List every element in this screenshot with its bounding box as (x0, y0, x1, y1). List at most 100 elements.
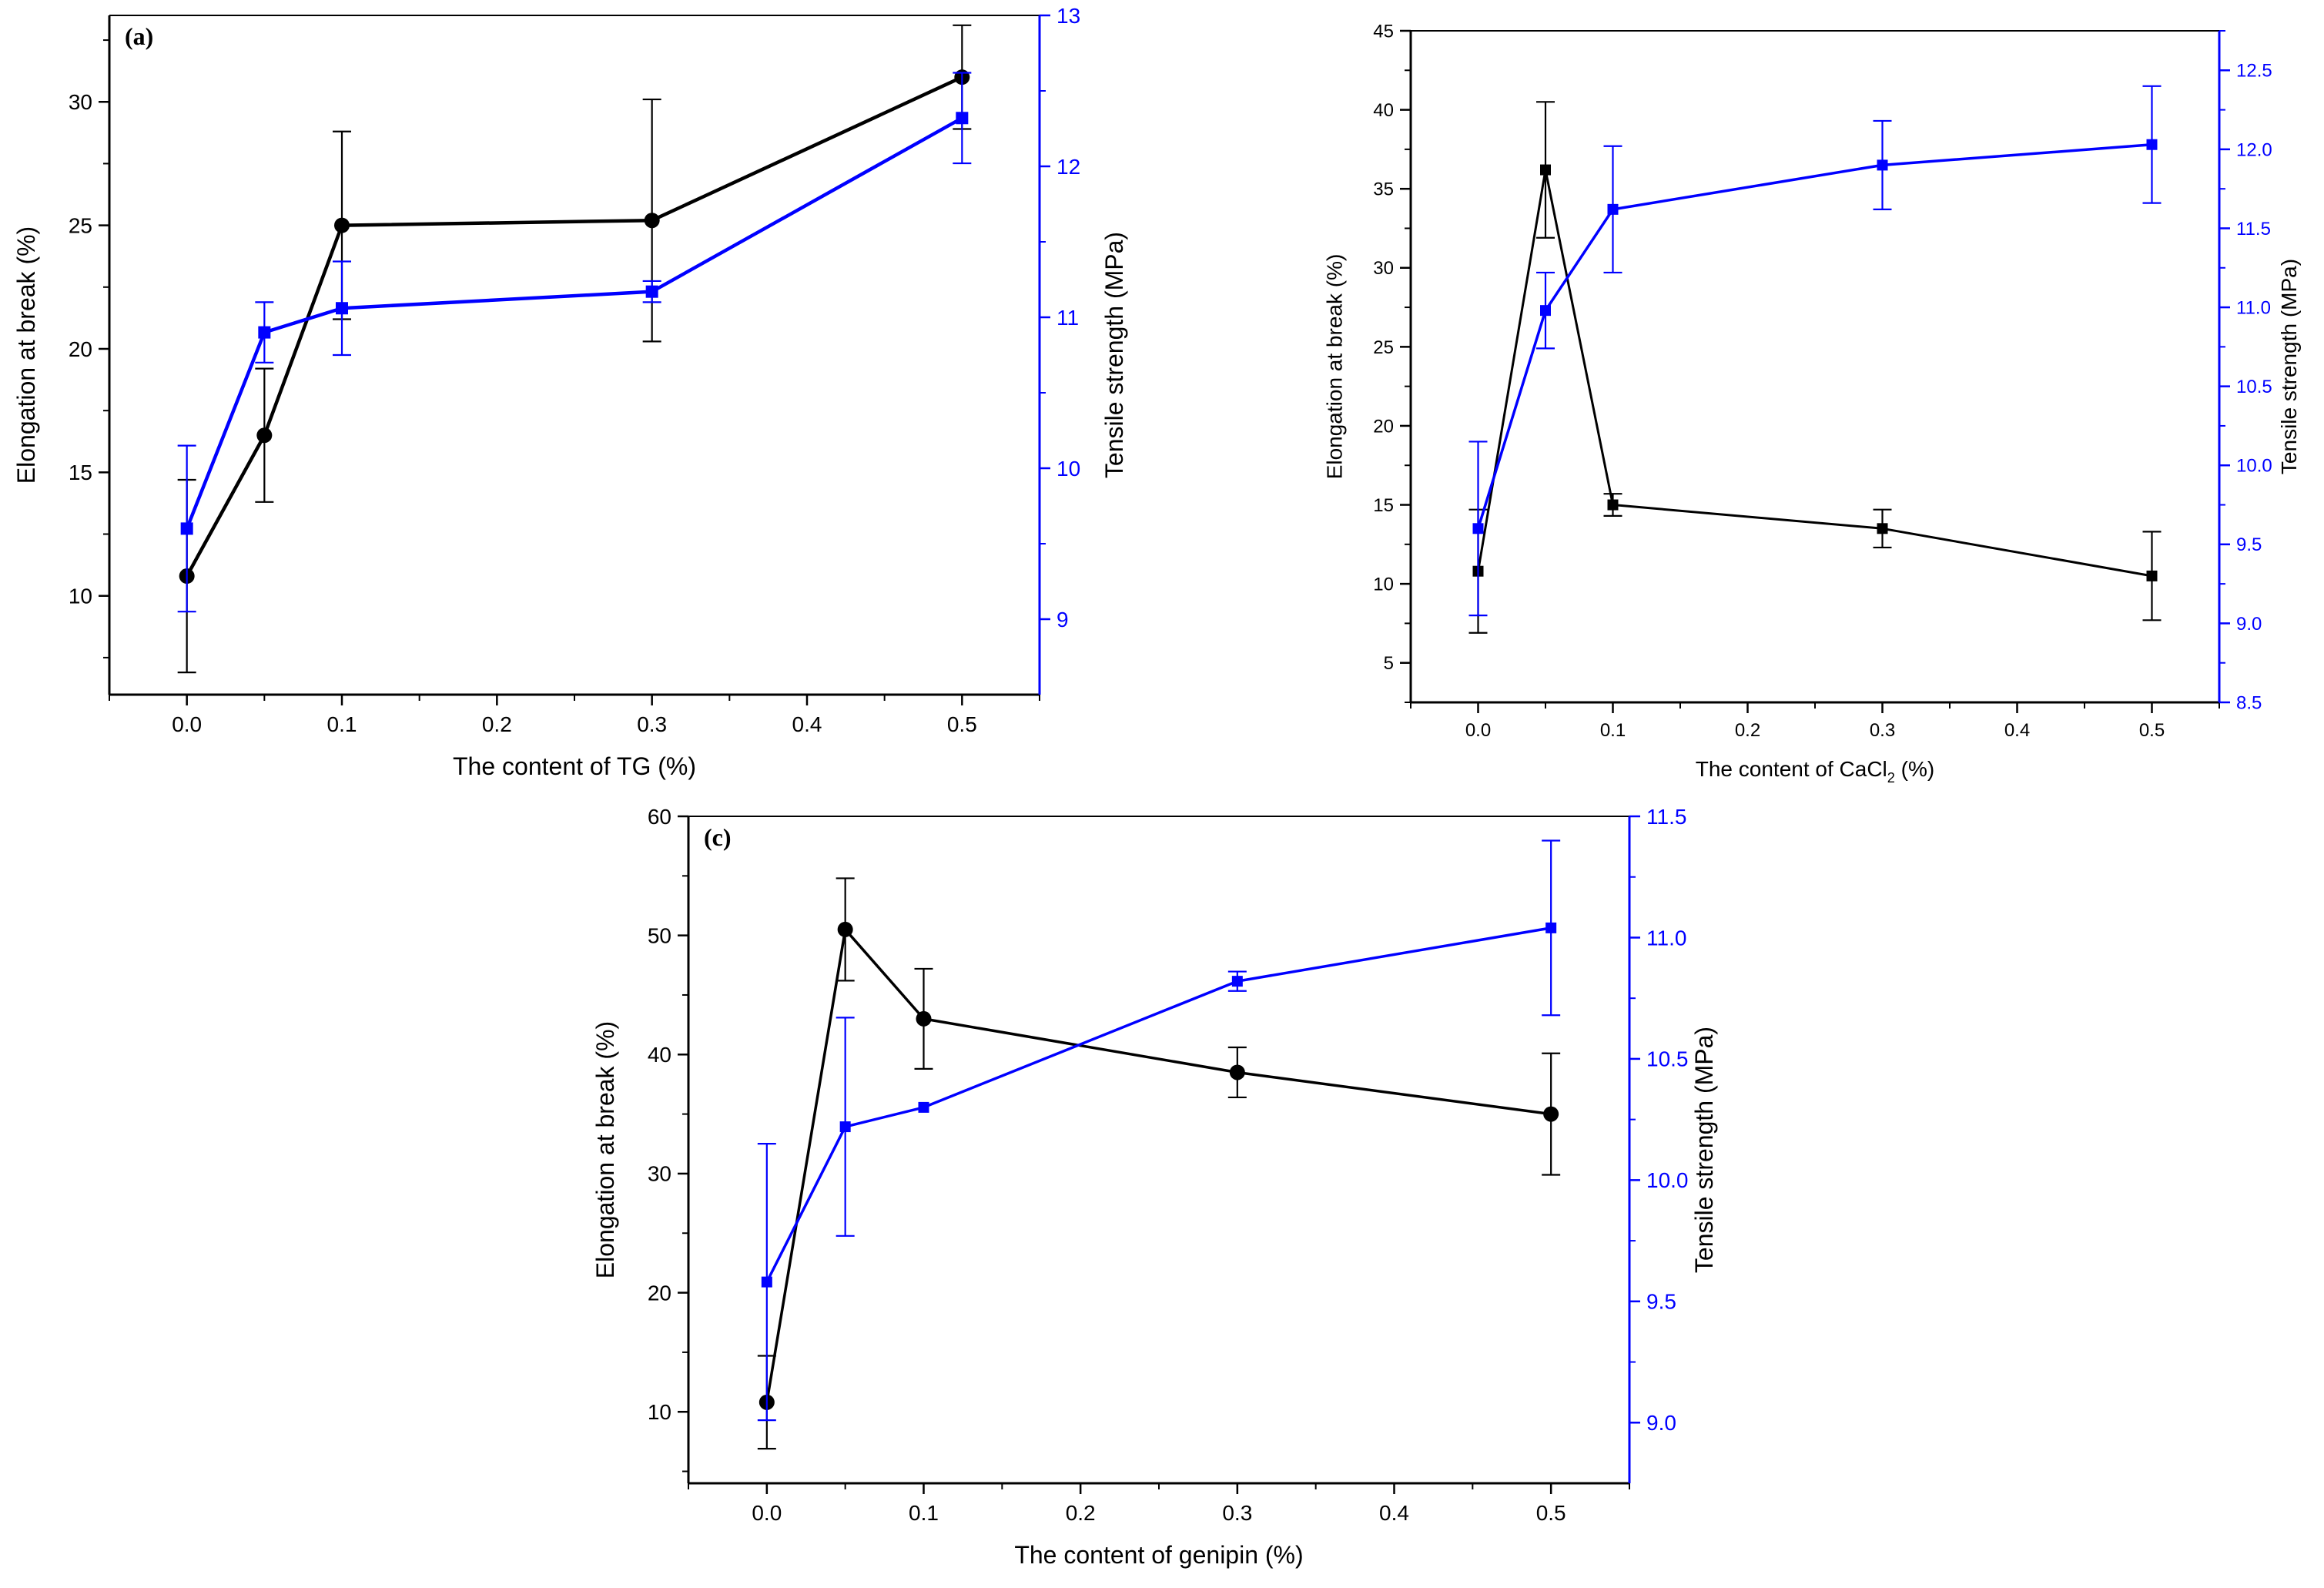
x-axis-title-main: The content of CaCl (1696, 757, 1887, 781)
data-point (2146, 570, 2158, 581)
x-tick-label: 0.1 (1600, 720, 1626, 741)
x-tick-label: 0.3 (1870, 720, 1895, 741)
y-right-tick-label: 12.0 (2236, 139, 2272, 160)
y-left-tick-label: 15 (1373, 495, 1394, 516)
data-point (918, 1101, 929, 1113)
y-left-tick-label: 10 (1373, 575, 1394, 595)
y-left-tick-label: 30 (648, 1162, 671, 1186)
data-point (336, 302, 348, 315)
data-point (334, 217, 350, 233)
y-right-tick-label: 9.0 (1646, 1411, 1676, 1435)
chart-panel-a: 0.0 0.1 0.2 0.3 0.4 0.5 10 15 20 25 30 9 10 11 12 13 The… (12, 4, 1128, 780)
series-tensile-strength (177, 72, 972, 613)
x-axis-title: The content of TG (%) (453, 752, 696, 780)
y-left-tick-label: 10 (69, 585, 92, 608)
y-right-tick-label: 9 (1057, 608, 1069, 632)
y-left-tick-label: 40 (1373, 100, 1394, 121)
x-tick-label: 0.4 (792, 712, 822, 736)
data-point (1540, 305, 1551, 317)
data-point (916, 1010, 932, 1027)
data-point (1607, 203, 1619, 215)
x-tick-label: 0.0 (172, 712, 202, 736)
y-right-tick-label: 9.0 (2236, 614, 2262, 635)
x-axis-title: The content of genipin (%) (1014, 1541, 1303, 1569)
y-left-axis-title: Elongation at break (%) (1322, 254, 1346, 480)
y-right-tick-label: 9.5 (2236, 534, 2262, 555)
y-left-tick-label: 25 (1373, 337, 1394, 358)
x-tick-label: 0.3 (1222, 1501, 1252, 1525)
x-tick-label: 0.2 (482, 712, 512, 736)
data-point (258, 326, 271, 339)
data-point (956, 112, 969, 125)
x-tick-label: 0.1 (909, 1501, 939, 1525)
y-left-tick-label: 10 (648, 1400, 671, 1424)
y-left-tick-label: 20 (69, 337, 92, 361)
chart-panel-b: 0.0 0.1 0.2 0.3 0.4 0.5 5 10 15 20 25 30 35 40 45 8.5 9.… (1322, 21, 2301, 786)
x-tick-label: 0.4 (1379, 1501, 1409, 1525)
data-point (1607, 499, 1619, 511)
y-right-tick-label: 11.5 (1646, 805, 1686, 829)
panel-label: (a) (125, 22, 153, 50)
data-point (1472, 523, 1484, 534)
y-right-tick-label: 8.5 (2236, 692, 2262, 713)
data-point (1877, 523, 1888, 534)
x-tick-label: 0.2 (1066, 1501, 1096, 1525)
x-tick-label: 0.0 (752, 1501, 782, 1525)
x-tick-label: 0.5 (2139, 720, 2165, 741)
series-tensile-strength (757, 839, 1561, 1422)
data-point (1540, 164, 1551, 176)
y-right-tick-label: 11.0 (2236, 297, 2271, 318)
y-left-tick-label: 20 (1373, 416, 1394, 437)
y-left-tick-label: 5 (1384, 653, 1394, 674)
data-point (644, 213, 660, 229)
x-tick-label: 0.2 (1735, 720, 1760, 741)
data-point (1543, 1106, 1559, 1122)
data-point (1545, 922, 1557, 933)
y-right-tick-label: 10 (1057, 457, 1080, 481)
y-right-tick-label: 10.5 (2236, 377, 2272, 397)
y-right-tick-label: 11.5 (2236, 219, 2271, 240)
y-left-tick-label: 20 (648, 1281, 671, 1305)
data-point (1877, 159, 1888, 171)
y-left-tick-label: 35 (1373, 179, 1394, 200)
x-tick-label: 0.1 (327, 712, 357, 736)
x-axis-title-tail: (%) (1895, 757, 1934, 781)
y-left-axis-title: Elongation at break (%) (12, 226, 40, 484)
y-right-axis-title: Tensile strength (MPa) (1100, 232, 1128, 478)
x-tick-label: 0.5 (947, 712, 977, 736)
y-left-tick-label: 60 (648, 805, 671, 829)
x-tick-label: 0.4 (2004, 720, 2030, 741)
y-left-tick-label: 40 (648, 1043, 671, 1067)
y-right-tick-label: 10.5 (1646, 1047, 1689, 1071)
chart-panel-c: 0.0 0.1 0.2 0.3 0.4 0.5 10 20 30 40 50 60 9.0 9.5 10.0… (591, 805, 1718, 1569)
y-right-axis-title: Tensile strength (MPa) (2277, 259, 2301, 474)
x-axis-title-subscript: 2 (1887, 770, 1895, 786)
y-left-tick-label: 45 (1373, 21, 1394, 42)
y-left-tick-label: 50 (648, 923, 671, 947)
y-right-tick-label: 13 (1057, 4, 1080, 28)
x-axis-title: The content of CaCl2 (%) (1696, 757, 1934, 786)
data-point (645, 285, 658, 298)
y-right-tick-label: 10.0 (2236, 456, 2272, 477)
y-left-tick-label: 15 (69, 461, 92, 484)
y-right-tick-label: 10.0 (1646, 1168, 1689, 1192)
data-point (2146, 139, 2158, 150)
data-point (761, 1276, 772, 1288)
data-point (839, 1121, 851, 1133)
y-right-tick-label: 11.0 (1646, 926, 1686, 950)
y-left-tick-label: 30 (1373, 258, 1394, 279)
series-tensile-strength (1468, 85, 2162, 617)
data-point (180, 522, 193, 535)
y-left-tick-label: 30 (69, 90, 92, 114)
data-point (256, 427, 273, 444)
y-left-axis-title: Elongation at break (%) (591, 1021, 619, 1278)
y-right-axis-title: Tensile strength (MPa) (1690, 1027, 1718, 1273)
y-right-tick-label: 9.5 (1646, 1290, 1676, 1314)
y-right-tick-label: 12.5 (2236, 61, 2272, 82)
y-left-tick-label: 25 (69, 213, 92, 237)
panel-label: (c) (704, 823, 732, 851)
data-point (1229, 1064, 1245, 1080)
x-tick-label: 0.3 (637, 712, 667, 736)
x-tick-label: 0.0 (1465, 720, 1491, 741)
